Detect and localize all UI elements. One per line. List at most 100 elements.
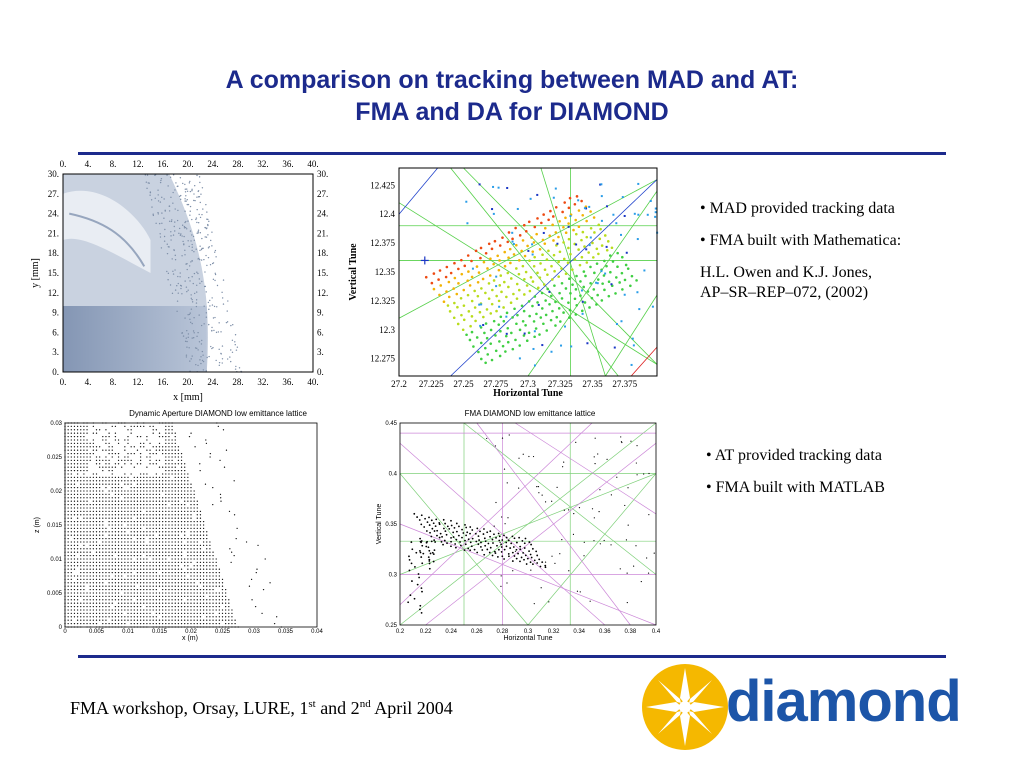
c3-stable-point: [215, 616, 217, 618]
c3-stable-point: [108, 571, 110, 574]
c3-stable-point: [165, 432, 167, 434]
c3-stable-point: [139, 588, 142, 591]
c2-chaotic-point: [638, 308, 641, 311]
footer-post: April 2004: [370, 698, 453, 718]
c3-stable-point: [83, 561, 85, 564]
c3-stable-point: [105, 544, 107, 547]
c3-stable-point: [177, 537, 180, 540]
c1-point: [189, 180, 191, 183]
c3-stable-point: [105, 476, 107, 479]
c1-ytick-right-2: 6.: [317, 327, 324, 337]
c2-tune-point: [533, 255, 536, 259]
c3-stable-point: [83, 483, 85, 485]
c3-stable-point: [168, 486, 170, 489]
c3-stable-point: [83, 520, 85, 523]
c2-tune-point: [462, 304, 466, 307]
c3-stable-point: [67, 578, 69, 581]
c3-stable-point: [190, 622, 192, 625]
c3-stable-point: [108, 524, 110, 526]
c3-stable-point: [136, 605, 139, 608]
c3-stable-point: [193, 582, 195, 584]
c1-point: [196, 208, 198, 211]
c1-point: [197, 190, 200, 192]
c2-xlabel: Horizontal Tune: [493, 388, 563, 399]
c3-stable-point: [174, 490, 176, 492]
c3-stable-point: [133, 612, 135, 615]
c3-stable-point: [130, 463, 132, 465]
c2-chaotic-point: [588, 205, 591, 208]
c2-tune-point: [474, 319, 477, 323]
c3-stable-point: [127, 500, 129, 502]
c3-stable-point: [152, 548, 154, 550]
c3-stable-point: [146, 480, 148, 482]
c3-stable-point: [86, 429, 88, 431]
c3-stable-point: [70, 592, 72, 594]
c3-stable-point: [155, 571, 157, 574]
c3-stable-point: [165, 449, 167, 451]
c2-tune-point: [533, 295, 537, 298]
c1-point: [185, 195, 187, 197]
c3-stable-point: [165, 493, 167, 496]
c3-stable-point: [193, 619, 195, 621]
c2-tune-point: [597, 252, 600, 256]
c1-point: [216, 284, 219, 287]
c3-stable-point: [102, 527, 104, 530]
c3-stable-point: [92, 446, 94, 448]
c3-stable-point: [108, 503, 110, 506]
c3-stable-point: [168, 537, 170, 540]
c2-tune-point: [608, 254, 612, 257]
c2-tune-point: [509, 277, 513, 280]
c3-stable-point: [108, 622, 110, 625]
c3-stable-point: [136, 514, 139, 516]
c3-stable-point: [184, 514, 186, 516]
c3-stable-point: [111, 514, 113, 516]
c3-stable-point: [171, 452, 173, 455]
c3-stable-point: [190, 537, 192, 540]
c2-tune-point: [452, 287, 456, 290]
c3-stable-point: [92, 565, 94, 567]
c3-stable-point: [162, 541, 164, 543]
c3-stable-point: [76, 456, 79, 458]
c3-stable-point: [180, 507, 183, 509]
c3-stable-point: [95, 585, 98, 587]
c2-tune-point: [540, 221, 543, 225]
c3-stable-point: [124, 554, 126, 557]
c3-stable-point: [199, 616, 202, 618]
c4-scattered-point: [500, 585, 502, 587]
c3-xtick-7: 0.035: [278, 629, 294, 635]
c3-stable-point: [111, 612, 113, 615]
c3-stable-point: [124, 480, 126, 482]
c2-tune-point: [603, 288, 606, 292]
c3-stable-point: [95, 503, 98, 506]
c3-stable-point: [73, 514, 76, 516]
c3-stable-point: [108, 432, 110, 434]
c4-scattered-point: [593, 517, 595, 519]
c3-stable-point: [146, 616, 148, 618]
c3-stable-point: [99, 527, 101, 530]
c3-stable-point: [136, 480, 139, 482]
c3-stable-point: [143, 571, 145, 574]
c3-stable-point: [139, 497, 142, 499]
c4-scattered-point: [568, 570, 570, 572]
c2-tune-point: [445, 265, 449, 269]
c3-stable-point: [139, 622, 142, 625]
c3-stable-point: [117, 605, 120, 608]
c3-stable-point: [102, 483, 104, 485]
c3-stable-point: [162, 575, 164, 577]
c3-stable-point: [231, 609, 233, 611]
c4-tune-point: [508, 555, 510, 558]
c3-stable-point: [228, 602, 230, 604]
c3-stable-point: [76, 486, 79, 489]
c3-stable-point: [187, 578, 189, 581]
c3-stable-point: [162, 599, 164, 601]
c3-stable-point: [83, 592, 85, 594]
c3-stable-point: [193, 497, 195, 499]
c3-stable-point: [202, 578, 205, 581]
c3-stable-point: [174, 432, 176, 434]
c3-stable-point: [155, 531, 157, 533]
c1-point: [184, 210, 186, 212]
c3-stable-point: [184, 510, 186, 513]
c2-tune-point: [597, 223, 601, 227]
c3-stable-point: [80, 486, 82, 489]
c3-outer-point: [194, 446, 196, 448]
